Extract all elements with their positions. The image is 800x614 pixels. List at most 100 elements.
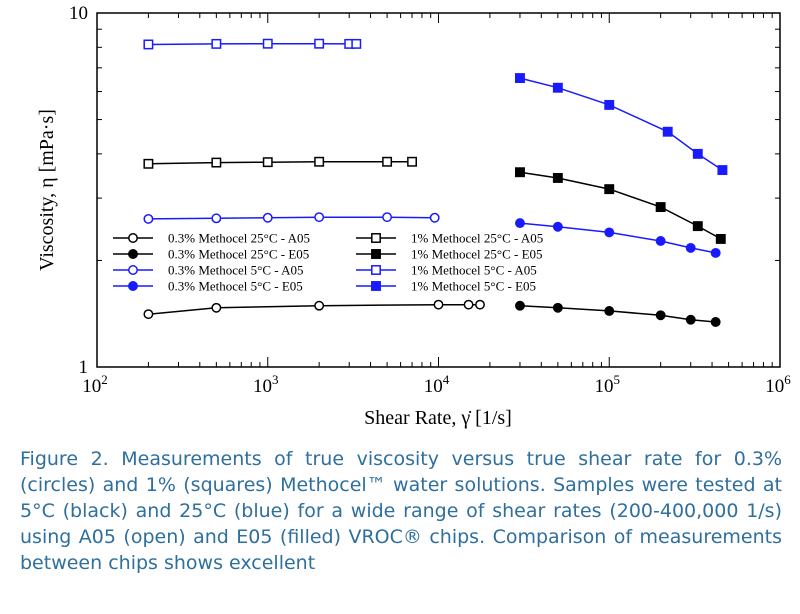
legend-item: 1% Methocel 25°C - E05 [356,247,543,262]
data-point [211,302,222,313]
data-point [143,213,154,224]
series-line [148,216,435,220]
data-point [515,218,525,229]
data-point [429,212,440,223]
legend-label: 1% Methocel 5°C - E05 [411,279,536,294]
data-point [552,82,563,93]
legend-label: 0.3% Methocel 25°C - A05 [168,231,310,246]
series-line [519,77,723,171]
data-point [717,165,728,176]
data-point [710,317,721,327]
legend-label: 0.3% Methocel 5°C - A05 [168,263,304,278]
y-axis-label: Viscosity, η [mPa·s] [36,109,58,271]
series-4 [515,218,721,258]
legend-marker [128,281,138,291]
series-line [519,171,722,240]
data-point [475,299,485,310]
data-point [692,221,703,232]
legend-item: 0.3% Methocel 25°C - E05 [113,247,309,262]
data-point [407,156,418,167]
x-tick-label: 106 [765,372,791,397]
series-line [148,303,480,315]
data-point [604,99,615,110]
data-point [552,221,563,232]
plot-frame [96,12,781,368]
legend-item: 1% Methocel 25°C - A05 [356,231,543,246]
series-5 [143,156,418,169]
legend-marker [371,249,381,259]
legend-marker [371,233,381,243]
legend-item: 0.3% Methocel 25°C - A05 [113,231,310,246]
data-point [211,213,222,224]
data-point [314,212,325,223]
x-tick-label: 105 [595,372,621,397]
data-point [211,157,222,168]
data-point [433,299,444,310]
data-point [655,236,666,246]
series-8 [515,73,728,176]
series-3 [143,212,440,224]
data-point [314,38,325,49]
data-point [314,300,325,311]
legend-marker [371,265,381,275]
x-tick-label: 104 [424,372,450,397]
data-point [351,38,362,49]
data-point [262,157,273,168]
legend-item: 1% Methocel 5°C - A05 [356,263,537,278]
series-1 [143,299,485,320]
data-series [143,38,728,327]
series-7 [143,38,362,50]
series-2 [515,300,721,327]
series-line [148,161,413,165]
y-tick-label: 10 [69,3,88,24]
series-line [148,42,357,46]
data-point [515,73,525,84]
data-point [143,309,154,320]
legend-label: 1% Methocel 25°C - E05 [411,247,543,262]
data-point [552,173,563,183]
series-6 [515,167,726,244]
legend-label: 0.3% Methocel 25°C - E05 [168,247,309,262]
data-point [655,202,666,213]
legend-item: 0.3% Methocel 5°C - E05 [113,279,303,294]
data-point [692,148,703,159]
data-point [382,212,393,223]
data-point [655,310,666,321]
legend-marker [128,233,138,243]
data-point [685,242,696,253]
data-point [685,314,696,325]
data-point [604,305,615,316]
legend-marker [371,281,381,291]
data-point [515,167,525,178]
data-point [552,302,563,313]
data-point [382,156,393,167]
y-tick-label: 1 [79,357,89,378]
data-point [143,158,154,169]
legend-marker [128,249,138,259]
legend-item: 0.3% Methocel 5°C - A05 [113,263,304,278]
data-point [515,300,525,311]
data-point [662,126,673,137]
legend-item: 1% Methocel 5°C - E05 [356,279,536,294]
data-point [211,38,222,49]
x-axis-label: Shear Rate, γ̇ [1/s] [364,407,512,429]
data-point [262,38,273,49]
axis-ticks [96,12,781,368]
data-point [143,39,154,50]
legend-marker [128,265,138,275]
data-point [314,156,325,167]
legend-label: 1% Methocel 5°C - A05 [411,263,537,278]
legend-label: 1% Methocel 25°C - A05 [411,231,543,246]
data-point [262,212,273,223]
data-point [710,247,721,258]
data-point [715,233,726,244]
figure-caption: Figure 2. Measurements of true viscosity… [20,448,782,574]
data-point [463,299,474,310]
data-point [604,227,615,238]
legend-label: 0.3% Methocel 5°C - E05 [168,279,303,294]
x-tick-label: 103 [253,372,279,397]
data-point [604,184,615,195]
